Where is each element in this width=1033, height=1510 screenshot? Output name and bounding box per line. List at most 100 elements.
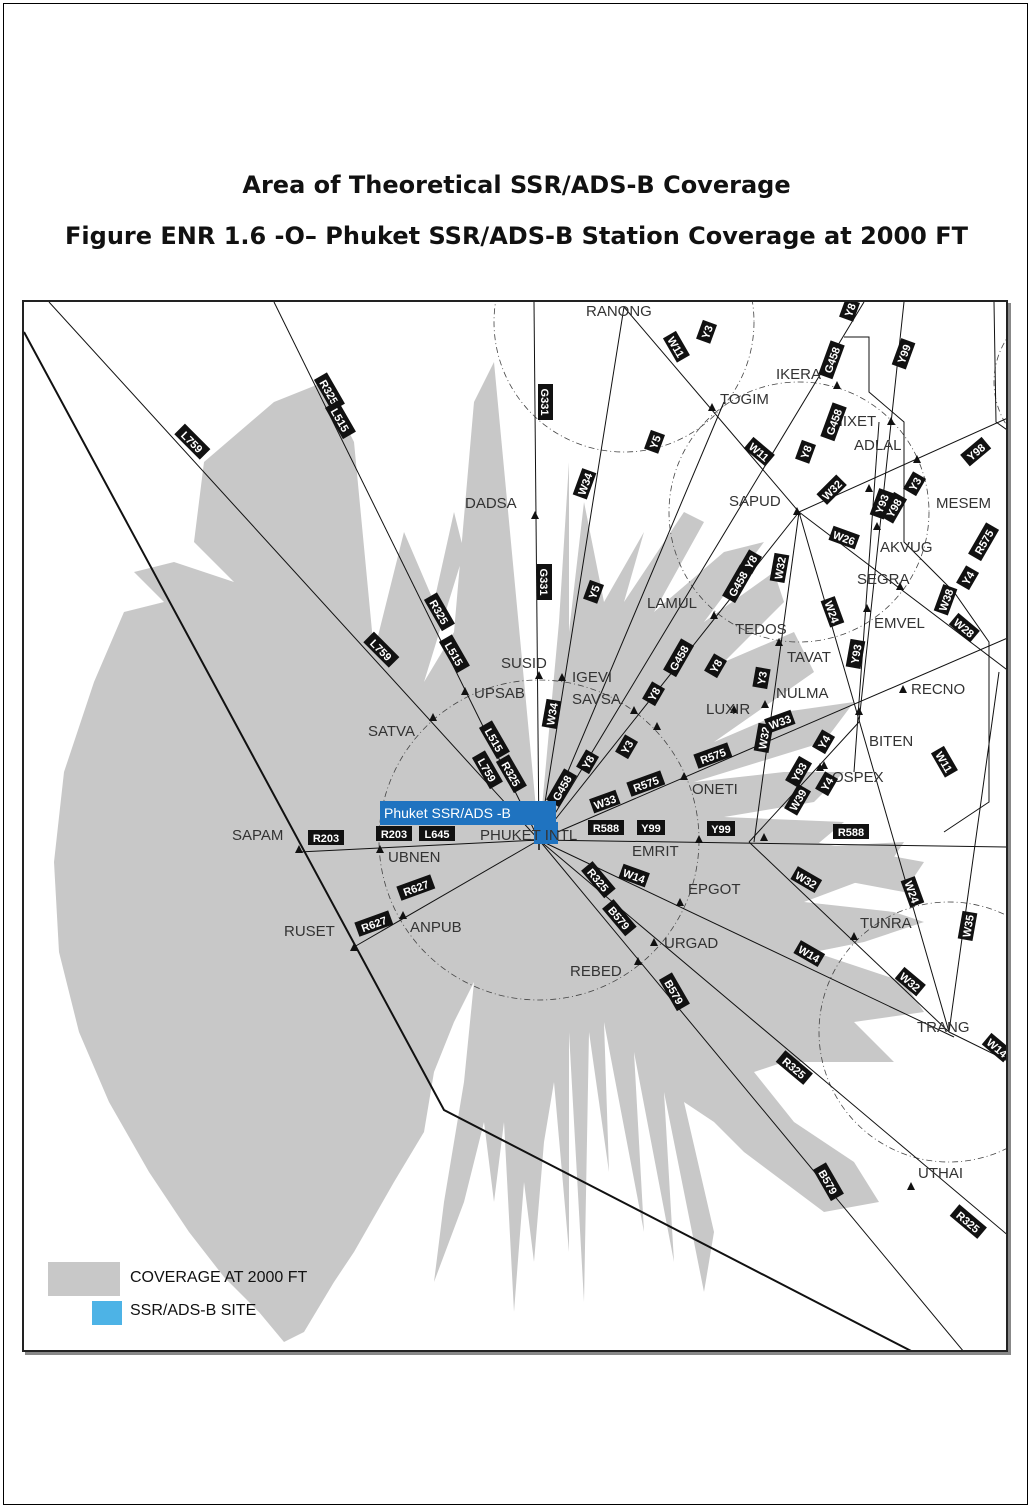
- waypoint-label: LAMUL: [647, 595, 697, 612]
- waypoint-label: URGAD: [664, 935, 718, 952]
- route-label: Y3: [752, 666, 771, 690]
- waypoint-label: TRANG: [917, 1019, 970, 1036]
- waypoint-label: SAPUD: [729, 493, 781, 510]
- route-label: Y3: [903, 471, 927, 497]
- waypoint-marker: [873, 522, 881, 530]
- route-label: Y5: [644, 429, 665, 454]
- route-label: R588: [588, 820, 624, 835]
- svg-text:Y3: Y3: [619, 739, 636, 757]
- route-label: W11: [743, 436, 775, 467]
- waypoint-marker: [760, 833, 768, 841]
- waypoint-marker: [887, 417, 895, 425]
- waypoint-label: DADSA: [465, 495, 517, 512]
- route-label: G331: [538, 384, 553, 420]
- waypoint-label: SUSID: [501, 655, 547, 672]
- page-border: [3, 3, 1028, 1505]
- waypoint-marker: [793, 507, 801, 515]
- waypoint-label: SAVSA: [572, 691, 621, 708]
- waypoint-label: SEGRA: [857, 571, 910, 588]
- route-label: W38: [933, 584, 958, 616]
- waypoint-label: EMVEL: [874, 615, 925, 632]
- waypoint-marker: [350, 943, 358, 951]
- fir-boundary: [24, 331, 912, 1350]
- waypoint-label: AKVUG: [880, 539, 933, 556]
- legend-site-label: SSR/ADS-B SITE: [130, 1302, 257, 1319]
- svg-text:G458: G458: [823, 346, 843, 375]
- figure-subtitle: Figure ENR 1.6 -O– Phuket SSR/ADS-B Stat…: [65, 222, 968, 250]
- route-label: W35: [957, 910, 978, 942]
- svg-text:Y99: Y99: [711, 824, 731, 836]
- waypoint-marker: [865, 484, 873, 492]
- waypoint-marker: [695, 835, 703, 843]
- waypoint-label: IKERA: [776, 366, 821, 383]
- waypoint-marker: [775, 638, 783, 646]
- waypoint-marker: [899, 685, 907, 693]
- ssr-site-marker: [529, 822, 558, 850]
- waypoint-label: MESEM: [936, 495, 991, 512]
- svg-text:Y8: Y8: [646, 686, 663, 704]
- route-label: Y99: [891, 338, 916, 370]
- waypoint-label: UTHAI: [918, 1165, 963, 1182]
- svg-text:Y3: Y3: [907, 476, 924, 494]
- route-label: W11: [930, 745, 958, 778]
- waypoint-marker: [855, 707, 863, 715]
- waypoint-label: TEDOS: [735, 621, 787, 638]
- waypoint-label: TAVAT: [787, 649, 831, 666]
- svg-text:Y8: Y8: [799, 444, 815, 461]
- route-label: Y8: [704, 653, 728, 679]
- route-label: Y4: [956, 565, 980, 591]
- route-label: Y99: [707, 821, 735, 836]
- waypoint-marker: [531, 511, 539, 519]
- waypoint-label: ADLAL: [854, 437, 902, 454]
- svg-text:Y3: Y3: [756, 670, 770, 685]
- svg-text:G331: G331: [537, 569, 549, 596]
- svg-text:Y5: Y5: [648, 434, 664, 451]
- waypoint-marker: [850, 932, 858, 940]
- route-label: G331: [537, 564, 552, 600]
- route-label: Y5: [583, 579, 604, 604]
- svg-text:Y8: Y8: [843, 302, 859, 319]
- legend-coverage-label: COVERAGE AT 2000 FT: [130, 1269, 308, 1286]
- waypoint-label: TOGIM: [720, 391, 769, 408]
- svg-text:Y8: Y8: [580, 754, 597, 772]
- svg-text:W34: W34: [545, 701, 561, 726]
- svg-text:W38: W38: [937, 588, 956, 613]
- route-label: R203: [376, 826, 412, 841]
- coverage-map: RANONG IKERA TOGIM NIXET ADLAL SAPUD MESEM DADS…: [22, 300, 1008, 1352]
- route-label: W34: [572, 468, 597, 500]
- svg-text:R588: R588: [593, 823, 619, 835]
- waypoint-marker: [429, 713, 437, 721]
- waypoint-label: RUSET: [284, 923, 335, 940]
- waypoint-marker: [913, 455, 921, 463]
- waypoint-label: LUXIR: [706, 701, 750, 718]
- waypoint-label: SAPAM: [232, 827, 283, 844]
- waypoint-label: NULMA: [776, 685, 829, 702]
- route-label: Y93: [845, 638, 866, 670]
- route-label: W24: [820, 596, 845, 628]
- svg-text:L645: L645: [424, 829, 449, 841]
- route-label: Y3: [615, 734, 639, 760]
- svg-text:G331: G331: [538, 389, 550, 416]
- route-label: R588: [833, 824, 869, 839]
- waypoint-label: RANONG: [586, 303, 652, 320]
- svg-text:R203: R203: [313, 833, 339, 845]
- waypoint-label: BITEN: [869, 733, 913, 750]
- route-label: W32: [816, 474, 847, 505]
- waypoint-label: ONETI: [692, 781, 738, 798]
- waypoint-marker: [896, 582, 904, 590]
- fir-boundary-east: [844, 336, 990, 833]
- waypoint-label: PHUKET INTL: [480, 827, 577, 844]
- waypoint-marker: [710, 611, 718, 619]
- route-label: Y98: [960, 436, 992, 467]
- waypoint-marker: [708, 403, 716, 411]
- route-label: Y99: [637, 820, 665, 835]
- waypoint-label: REBED: [570, 963, 622, 980]
- route-label: Y8: [795, 439, 816, 464]
- figure-title: Area of Theoretical SSR/ADS-B Coverage: [242, 171, 791, 199]
- waypoint-label: EPGOT: [688, 881, 741, 898]
- waypoint-label: RECNO: [911, 681, 965, 698]
- svg-text:R588: R588: [838, 827, 864, 839]
- route-label: Y8: [839, 302, 860, 322]
- waypoint-label: SATVA: [368, 723, 415, 740]
- route-label: R325: [949, 1204, 987, 1239]
